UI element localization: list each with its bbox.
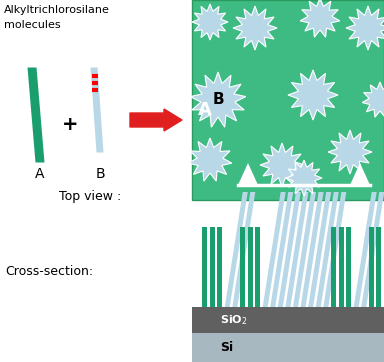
Polygon shape: [255, 227, 260, 307]
Text: A: A: [35, 167, 45, 181]
Polygon shape: [369, 227, 374, 307]
Polygon shape: [328, 130, 372, 174]
Text: molecules: molecules: [4, 20, 61, 30]
Polygon shape: [240, 227, 245, 307]
Polygon shape: [300, 0, 340, 37]
Polygon shape: [361, 192, 384, 307]
FancyBboxPatch shape: [192, 307, 384, 333]
Polygon shape: [233, 6, 277, 50]
FancyBboxPatch shape: [192, 0, 384, 200]
Polygon shape: [285, 192, 308, 307]
Polygon shape: [202, 227, 207, 307]
Polygon shape: [232, 192, 255, 307]
Polygon shape: [225, 192, 248, 307]
Polygon shape: [354, 192, 377, 307]
Polygon shape: [346, 6, 384, 50]
Polygon shape: [188, 138, 232, 181]
Polygon shape: [270, 192, 293, 307]
Polygon shape: [28, 67, 45, 163]
Polygon shape: [308, 192, 331, 307]
Polygon shape: [362, 82, 384, 117]
Polygon shape: [286, 160, 322, 196]
Polygon shape: [376, 227, 381, 307]
Polygon shape: [316, 192, 339, 307]
Polygon shape: [301, 192, 324, 307]
FancyArrow shape: [130, 109, 182, 131]
Polygon shape: [278, 192, 301, 307]
Text: Si: Si: [220, 341, 233, 354]
Polygon shape: [260, 143, 304, 187]
Text: Cross-section:: Cross-section:: [5, 265, 93, 278]
FancyBboxPatch shape: [192, 333, 384, 362]
Polygon shape: [331, 227, 336, 307]
Polygon shape: [263, 192, 286, 307]
Polygon shape: [339, 227, 344, 307]
Polygon shape: [210, 227, 215, 307]
Polygon shape: [323, 192, 346, 307]
Text: SiO$_2$: SiO$_2$: [220, 313, 248, 327]
Text: +: +: [62, 115, 78, 135]
Polygon shape: [248, 227, 253, 307]
Polygon shape: [288, 70, 338, 120]
Polygon shape: [350, 163, 370, 185]
Text: B: B: [95, 167, 105, 181]
Polygon shape: [217, 227, 222, 307]
Polygon shape: [190, 72, 246, 127]
Polygon shape: [192, 4, 228, 40]
Polygon shape: [238, 163, 258, 185]
Polygon shape: [293, 192, 316, 307]
Text: A: A: [198, 101, 212, 119]
Text: Top view :: Top view :: [59, 190, 121, 203]
Polygon shape: [91, 67, 104, 152]
Text: B: B: [212, 93, 224, 108]
Polygon shape: [346, 227, 351, 307]
Text: Alkyltrichlorosilane: Alkyltrichlorosilane: [4, 5, 110, 15]
